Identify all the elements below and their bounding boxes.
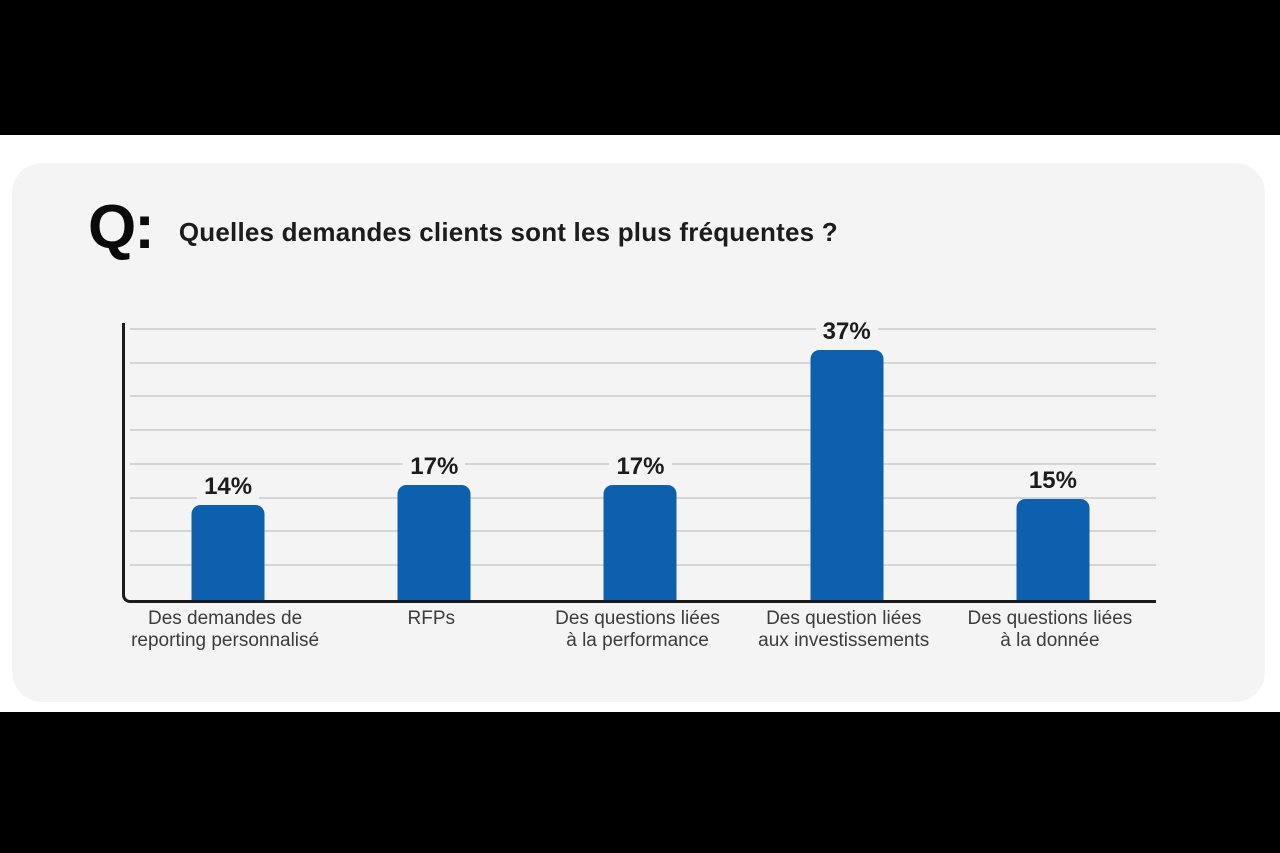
bar-chart-plot-area: 14% 17% 17% 37% 15% [122,319,1156,603]
bar [191,505,265,600]
category-label: Des question liées aux investissements [758,608,930,651]
bar-value-label: 37% [815,319,878,346]
slide-background: Q: Quelles demandes clients sont les plu… [0,135,1280,712]
bar-column: 17% [331,323,537,600]
bar-column: 15% [950,323,1156,600]
bar-column: 37% [744,319,950,600]
bar-column: 17% [537,323,743,600]
gridline [130,361,1156,364]
category-label: Des questions liées à la donnée [967,608,1133,651]
bar-value-label: 14% [197,474,260,501]
bar-column: 14% [125,323,331,600]
bar-value-label: 15% [1021,467,1084,494]
category-label: RFPs [407,608,456,629]
bar [1016,498,1090,600]
question-card: Q: Quelles demandes clients sont les plu… [12,163,1265,702]
question-header: Q: Quelles demandes clients sont les plu… [88,193,838,262]
page-title: Quelles demandes clients sont les plus f… [178,217,838,247]
bar [397,485,471,600]
category-axis-labels: Des demandes de reporting personnalisé RF… [122,608,1153,652]
category-label: Des demandes de reporting personnalisé [131,608,320,651]
q-mark-label: Q: [88,193,155,262]
letterbox-bottom [0,712,1280,853]
gridline [130,429,1156,432]
letterbox-top [0,0,1280,135]
gridline [130,327,1156,330]
category-label: Des questions liées à la performance [555,608,720,651]
bar-value-label: 17% [609,454,672,481]
gridline [130,395,1156,398]
bar [810,350,884,600]
bar-value-label: 17% [403,454,466,481]
bar [603,485,677,600]
